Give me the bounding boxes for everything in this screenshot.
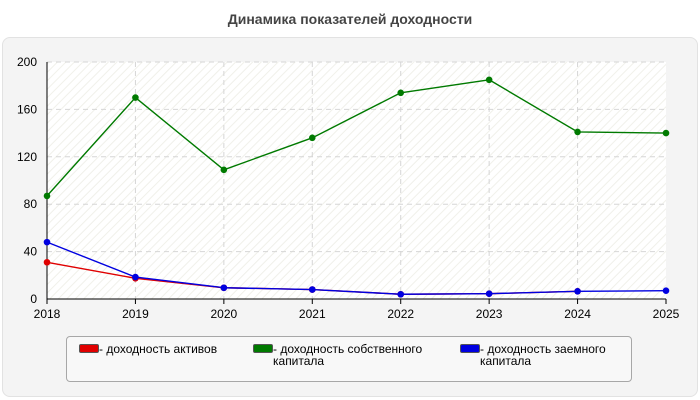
data-point-2	[43, 238, 51, 246]
chart-title: Динамика показателей доходности	[227, 11, 473, 27]
series-line-1	[46, 79, 667, 197]
x-tick-label: 2021	[299, 307, 326, 321]
plot-area	[47, 62, 666, 299]
data-point-1	[485, 76, 493, 84]
y-tick-label: 80	[24, 197, 38, 211]
grid-layer	[47, 61, 666, 299]
y-tick-label: 0	[30, 292, 37, 306]
legend-swatch-debt	[460, 344, 480, 353]
data-point-1	[397, 89, 405, 97]
legend-swatch-equity	[253, 344, 273, 353]
legend: - доходность активов - доходность собств…	[66, 336, 632, 382]
data-point-1	[220, 166, 228, 174]
data-point-2	[662, 287, 670, 295]
data-point-2	[308, 286, 316, 293]
data-point-0	[43, 258, 51, 266]
data-point-1	[43, 192, 51, 200]
y-tick-label: 120	[17, 150, 37, 164]
x-tick-label: 2024	[564, 307, 591, 321]
y-tick-label: 200	[17, 55, 37, 69]
legend-label-debt: - доходность заемного капитала	[480, 342, 606, 368]
legend-label-assets: - доходность активов	[99, 342, 218, 356]
x-tick-label: 2022	[387, 307, 414, 321]
x-tick-label: 2025	[653, 307, 680, 321]
y-tick-label: 40	[24, 245, 38, 259]
data-point-1	[662, 129, 670, 137]
series-layer	[43, 76, 670, 298]
data-point-2	[220, 284, 228, 292]
data-point-2	[485, 290, 493, 297]
data-point-2	[132, 273, 139, 281]
x-tick-label: 2018	[34, 307, 61, 321]
data-point-2	[397, 290, 405, 298]
y-tick-label: 160	[17, 102, 37, 116]
data-point-2	[574, 287, 581, 295]
x-tick-label: 2019	[122, 307, 149, 321]
series-line-2	[46, 241, 667, 295]
data-point-1	[574, 128, 581, 136]
x-tick-label: 2020	[211, 307, 238, 321]
legend-swatch-assets	[79, 344, 99, 353]
data-point-1	[132, 94, 139, 101]
axis-layer: 0 40 80 120 160 200 2018 2019 2020 2021 2022 2023 20…	[17, 55, 680, 321]
data-point-1	[308, 134, 316, 142]
x-tick-label: 2023	[476, 307, 503, 321]
legend-label-equity: - доходность собственного капитала	[273, 342, 423, 368]
